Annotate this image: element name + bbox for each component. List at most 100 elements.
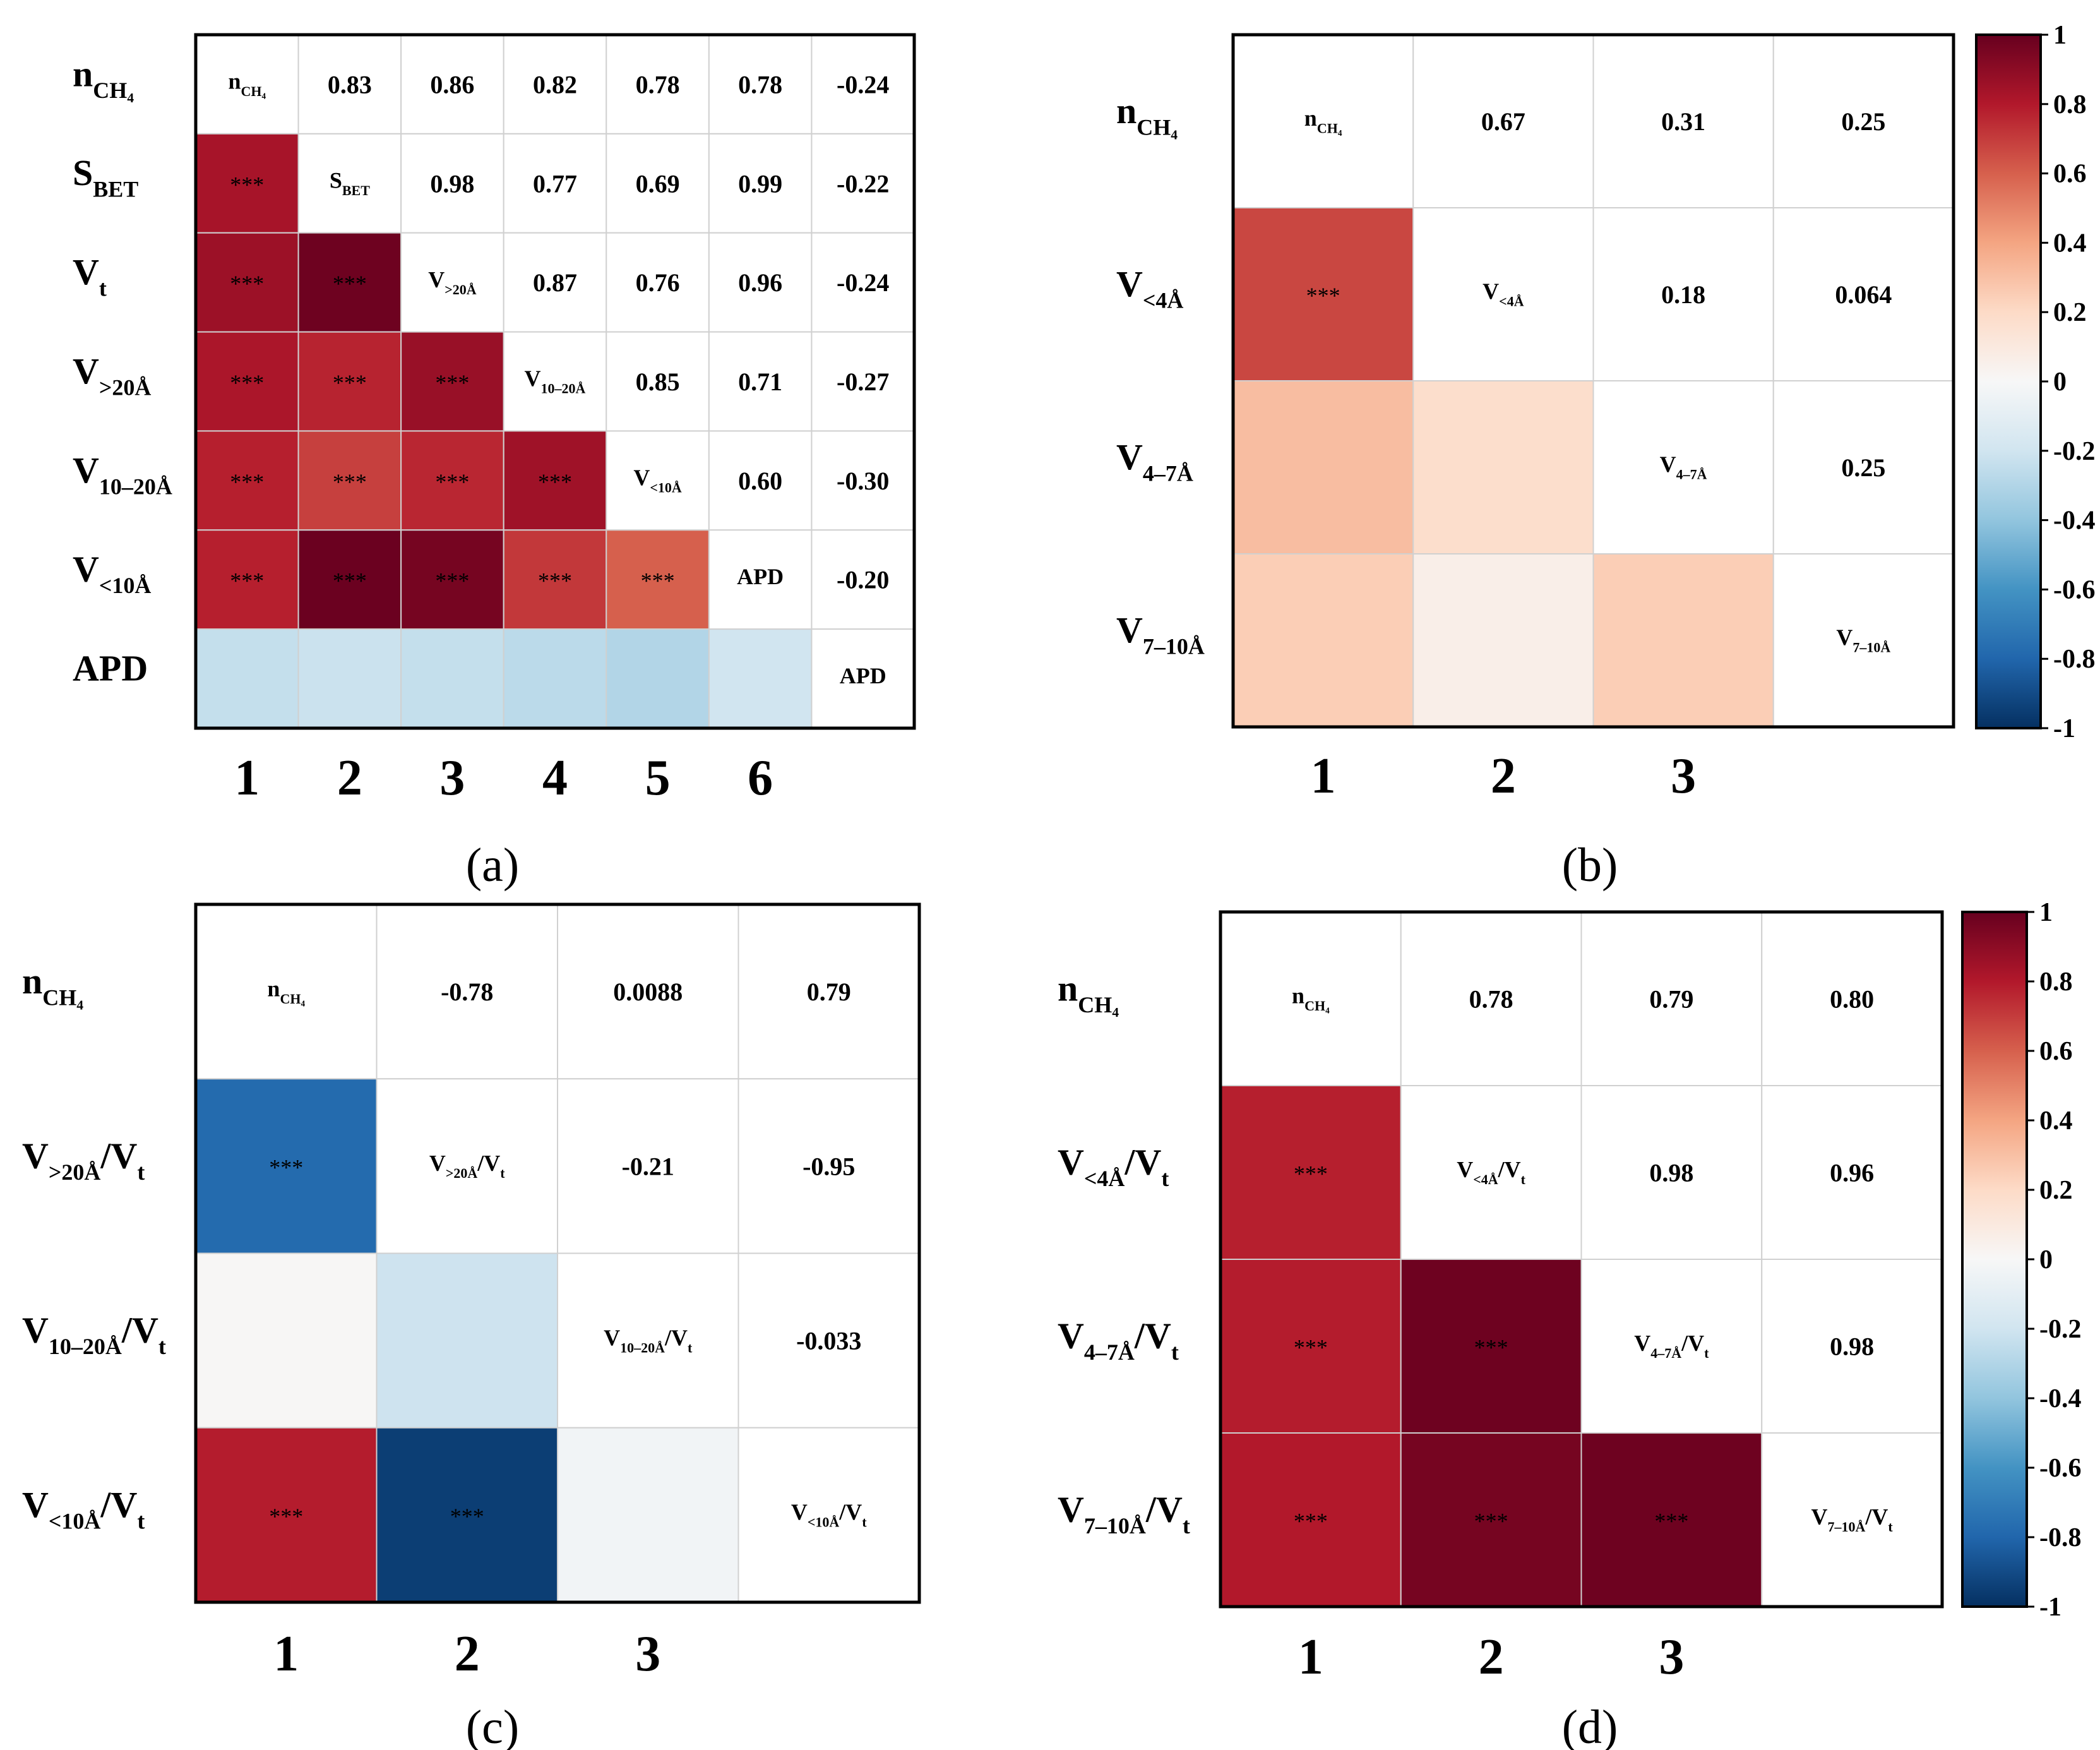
heatmap-cell bbox=[400, 529, 504, 630]
significance-mark: *** bbox=[1654, 1509, 1688, 1534]
panel-a: nCH₄ 0.83 0.86 0.82 0.78 0.78 -0.24 *** SBET 0.98… bbox=[73, 33, 916, 892]
cell-value: 0.98 bbox=[1830, 1333, 1874, 1361]
x-tick-label: 3 bbox=[635, 1626, 660, 1682]
row-label: V10–20Å/Vt bbox=[22, 1310, 166, 1360]
diagonal-label: APD bbox=[737, 564, 784, 589]
row-label: V7–10Å bbox=[1116, 609, 1205, 659]
diagonal-label: V4–7Å bbox=[1660, 452, 1707, 482]
x-tick-label: 3 bbox=[1671, 748, 1696, 804]
heatmap-cell bbox=[297, 430, 402, 531]
row-label: V<10Å/Vt bbox=[22, 1484, 145, 1534]
significance-mark: *** bbox=[230, 271, 264, 296]
heatmap-cell bbox=[195, 1252, 378, 1429]
heatmap-cell bbox=[737, 1252, 920, 1429]
diagonal-label: nCH₄ bbox=[228, 69, 266, 100]
colorbar-tick-label: -1 bbox=[2039, 1593, 2061, 1622]
cell-value: 0.71 bbox=[738, 368, 782, 396]
x-tick-label: 4 bbox=[542, 750, 568, 806]
heatmap-cell bbox=[1232, 553, 1414, 728]
heatmap-cell bbox=[195, 529, 299, 630]
heatmap-cell bbox=[1400, 1259, 1582, 1434]
colorbar-tick-label: -0.2 bbox=[2039, 1315, 2082, 1344]
x-tick-label: 2 bbox=[1491, 748, 1516, 804]
heatmap-cell bbox=[195, 628, 299, 729]
cell-value: 0.78 bbox=[738, 70, 782, 99]
diagonal-label: nCH₄ bbox=[1304, 105, 1342, 136]
heatmap-cell bbox=[297, 34, 402, 135]
colorbar-tick-label: -1 bbox=[2053, 714, 2075, 743]
panel-c: nCH₄ -0.78 0.0088 0.79 *** V>20Å/Vt -0.21 -0.95… bbox=[22, 902, 921, 1750]
cell-value: -0.24 bbox=[837, 268, 889, 297]
row-label: V<4Å/Vt bbox=[1058, 1141, 1169, 1191]
heatmap-cell bbox=[297, 331, 402, 432]
cell-value: 0.80 bbox=[1830, 985, 1874, 1014]
heatmap-cell bbox=[606, 529, 710, 630]
colorbar-tick-label: 1 bbox=[2053, 21, 2067, 50]
cell-value: 0.79 bbox=[807, 978, 851, 1006]
diagonal-label: APD bbox=[840, 663, 886, 688]
diagonal-label: nCH₄ bbox=[267, 976, 305, 1007]
plot-frame bbox=[1219, 910, 1944, 1609]
heatmap-cell bbox=[503, 430, 607, 531]
significance-mark: *** bbox=[230, 568, 264, 594]
heatmap-cell bbox=[1772, 553, 1954, 728]
diagonal-label: V4–7Å/Vt bbox=[1634, 1331, 1709, 1362]
heatmap-cell bbox=[811, 133, 916, 234]
heatmap-cell bbox=[400, 133, 504, 234]
x-tick-label: 5 bbox=[645, 750, 671, 806]
colorbar: 1 0.8 0.6 0.4 0.2 0 -0.2 -0.4 -0.6 -0.8 -1 bbox=[1975, 21, 2096, 743]
x-tick-label: 6 bbox=[748, 750, 773, 806]
significance-mark: *** bbox=[1294, 1509, 1328, 1534]
colorbar-tick-label: -0.4 bbox=[2039, 1384, 2082, 1413]
cell-value: 0.85 bbox=[636, 368, 680, 396]
significance-mark: *** bbox=[1294, 1161, 1328, 1187]
diagonal-label: V7–10Å bbox=[1836, 625, 1890, 656]
heatmap-cell bbox=[1580, 1432, 1763, 1607]
panel-caption: (d) bbox=[1562, 1701, 1618, 1750]
significance-mark: *** bbox=[538, 469, 572, 494]
heatmap-cell bbox=[1400, 911, 1582, 1086]
cell-value: 0.064 bbox=[1835, 280, 1892, 309]
cell-value: 0.98 bbox=[430, 169, 474, 198]
cell-value: -0.30 bbox=[837, 467, 889, 495]
colorbar-tick-label: -0.8 bbox=[2039, 1523, 2082, 1552]
cell-value: 0.96 bbox=[1830, 1159, 1874, 1187]
cell-value: 0.76 bbox=[636, 268, 680, 297]
row-label: Vt bbox=[73, 251, 107, 301]
significance-mark: *** bbox=[333, 271, 367, 296]
diagonal-label: V10–20Å/Vt bbox=[604, 1325, 693, 1356]
cell-value: -0.21 bbox=[622, 1152, 674, 1180]
heatmap-cell bbox=[557, 904, 739, 1080]
plot-frame bbox=[194, 902, 921, 1604]
cell-value: -0.78 bbox=[441, 978, 493, 1006]
significance-mark: *** bbox=[435, 568, 469, 594]
significance-mark: *** bbox=[435, 469, 469, 494]
significance-mark: *** bbox=[333, 568, 367, 594]
cell-value: 0.25 bbox=[1841, 107, 1885, 136]
x-tick-label: 3 bbox=[439, 750, 465, 806]
cell-value: 0.77 bbox=[533, 169, 577, 198]
row-label: V4–7Å bbox=[1116, 436, 1193, 486]
row-label: V4–7Å/Vt bbox=[1058, 1315, 1179, 1365]
heatmap-cell bbox=[708, 628, 813, 729]
cell-value: 0.86 bbox=[430, 70, 474, 99]
significance-mark: *** bbox=[230, 469, 264, 494]
heatmap-cell bbox=[811, 529, 916, 630]
colorbar: 1 0.8 0.6 0.4 0.2 0 -0.2 -0.4 -0.6 -0.8 -1 bbox=[1961, 898, 2082, 1622]
colorbar-tick-label: 0.8 bbox=[2053, 90, 2087, 119]
panel-b: nCH₄ 0.67 0.31 0.25 *** V<4Å 0.18 0.064 V4–7Å 0.2… bbox=[1116, 33, 1955, 892]
row-label: nCH₄ bbox=[22, 961, 83, 1010]
colorbar-gradient bbox=[1975, 33, 2042, 729]
diagonal-label: V<10Å bbox=[633, 465, 682, 496]
colorbar-tick-label: 0.4 bbox=[2039, 1106, 2073, 1136]
heatmap-cell bbox=[400, 331, 504, 432]
heatmap-cell bbox=[1412, 34, 1594, 208]
x-tick-label: 3 bbox=[1659, 1629, 1684, 1685]
heatmap-cell bbox=[195, 34, 299, 135]
heatmap-cell bbox=[503, 628, 607, 729]
heatmap-cell bbox=[195, 430, 299, 531]
colorbar-tick-label: 0 bbox=[2039, 1245, 2053, 1274]
heatmap-cell bbox=[1412, 380, 1594, 554]
x-tick-label: 1 bbox=[1298, 1629, 1323, 1685]
panel-caption: (b) bbox=[1562, 839, 1618, 892]
